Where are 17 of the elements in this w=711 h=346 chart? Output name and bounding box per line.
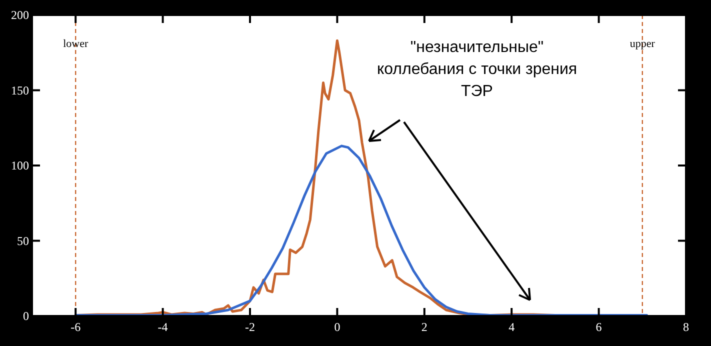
ref-line-label: upper bbox=[630, 38, 656, 50]
x-tick-label: 6 bbox=[596, 320, 602, 334]
x-tick-label: -2 bbox=[245, 320, 255, 334]
x-tick-label: -4 bbox=[158, 320, 168, 334]
line-series bbox=[74, 144, 648, 316]
x-tick-label: 4 bbox=[508, 320, 515, 334]
y-tick-label: 50 bbox=[17, 234, 29, 248]
x-tick-label: 2 bbox=[421, 320, 428, 334]
x-tick-label: 0 bbox=[334, 320, 340, 334]
y-tick-label: 200 bbox=[11, 8, 29, 22]
x-tick-label: 8 bbox=[683, 320, 689, 334]
y-tick-label: 100 bbox=[11, 158, 29, 172]
x-tick-label: -6 bbox=[70, 320, 81, 334]
ref-line-label: lower bbox=[63, 38, 88, 50]
annotation: "незначительные" коллебания с точки зрения ТЭР bbox=[376, 39, 578, 100]
y-tick-label: 0 bbox=[23, 309, 29, 323]
y-tick-label: 150 bbox=[11, 83, 29, 98]
